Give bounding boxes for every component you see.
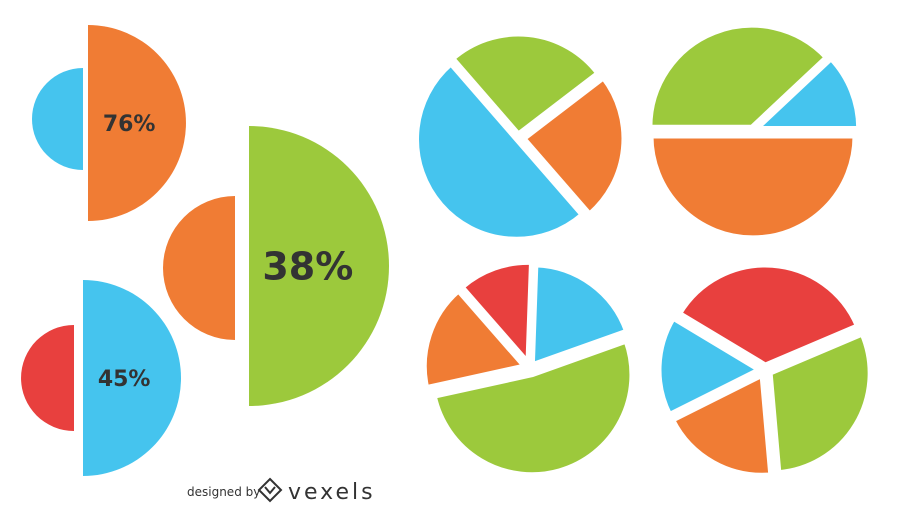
slice-blue [656,315,762,418]
designed-by-label: designed by [187,485,260,499]
half-chart-2: 38% [163,126,389,406]
slice-red [677,262,860,368]
vexels-wordmark: vexels [288,480,376,505]
slice-blue [529,262,630,368]
slice-orange [521,75,627,217]
slice-red [21,325,75,431]
percent-label: 45% [98,367,151,392]
slice-orange [421,288,527,391]
credit-line: designed by vexels [187,477,376,505]
half-circle-charts: 76% 38% 45% [21,25,389,476]
slice-green [249,126,389,406]
slice-orange [670,372,774,478]
slice-blue [754,56,862,132]
slice-blue [32,68,83,170]
slice-green [767,331,873,476]
slice-orange [88,25,186,221]
slice-orange [648,133,858,241]
slice-green [431,338,635,478]
half-chart-1: 76% [32,25,186,221]
slice-green [450,31,601,137]
vexels-diamond-logo-icon [257,477,283,503]
slice-red [459,259,534,365]
percent-label: 76% [103,112,156,137]
slice-green [647,22,829,130]
pie-chart-1 [414,31,627,242]
slice-orange [163,196,235,340]
slice-blue [414,61,585,242]
exploded-pie-charts [414,22,873,478]
pie-chart-3 [421,259,635,478]
pie-chart-2 [647,22,862,241]
pie-chart-4 [656,262,873,478]
half-chart-3: 45% [21,280,181,476]
slice-blue [83,280,181,476]
percent-label: 38% [262,245,353,289]
